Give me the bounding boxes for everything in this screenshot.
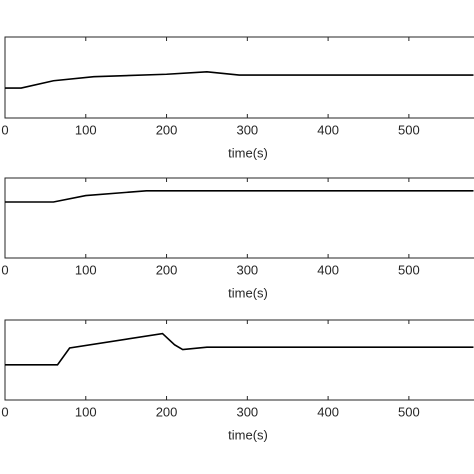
x-tick-label: 500: [398, 262, 420, 277]
x-axis-label: time(s): [228, 145, 268, 160]
x-axis-label: time(s): [228, 285, 268, 300]
x-tick-label: 200: [156, 262, 178, 277]
plot-frame: [4, 36, 474, 119]
x-tick-label: 400: [317, 404, 339, 419]
x-tick-label: 300: [236, 262, 258, 277]
x-tick-label: 400: [317, 122, 339, 137]
x-tick-label: 500: [398, 122, 420, 137]
x-tick-label: 400: [317, 262, 339, 277]
x-tick-label: 0: [1, 404, 8, 419]
plot-frame: [4, 177, 474, 259]
x-tick-label: 300: [236, 122, 258, 137]
data-line: [5, 71, 474, 89]
data-line: [5, 190, 474, 203]
x-tick-label: 100: [75, 122, 97, 137]
x-tick-label: 500: [398, 404, 420, 419]
data-line: [5, 332, 474, 366]
x-tick-label: 0: [1, 122, 8, 137]
x-tick-label: 100: [75, 262, 97, 277]
x-tick-label: 300: [236, 404, 258, 419]
x-tick-label: 100: [75, 404, 97, 419]
x-tick-label: 200: [156, 404, 178, 419]
x-tick-label: 0: [1, 262, 8, 277]
x-axis-label: time(s): [228, 427, 268, 442]
plot-frame: [4, 319, 474, 401]
x-tick-label: 200: [156, 122, 178, 137]
